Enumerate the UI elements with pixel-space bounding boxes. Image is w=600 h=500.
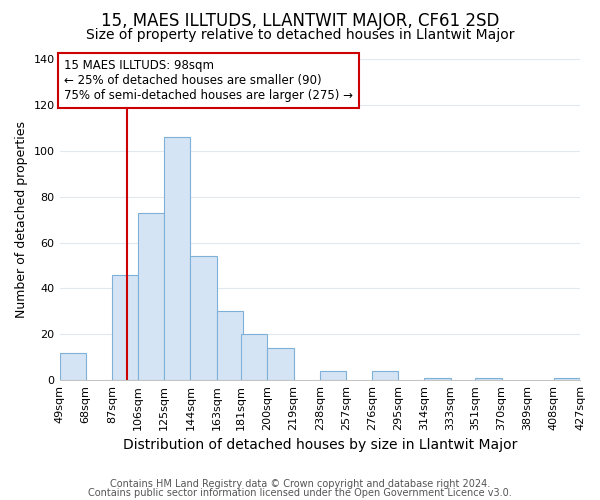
Bar (424, 378, 451, 380)
Bar (554, 378, 580, 380)
Bar (190, 256, 217, 380)
Bar (217, 312, 242, 380)
Bar (59, 352, 86, 380)
Y-axis label: Number of detached properties: Number of detached properties (15, 121, 28, 318)
Bar (241, 334, 268, 380)
Text: Contains public sector information licensed under the Open Government Licence v3: Contains public sector information licen… (88, 488, 512, 498)
Bar (112, 274, 138, 380)
Bar (475, 378, 502, 380)
Bar (320, 371, 346, 380)
Bar (138, 212, 164, 380)
Text: Contains HM Land Registry data © Crown copyright and database right 2024.: Contains HM Land Registry data © Crown c… (110, 479, 490, 489)
Bar (372, 371, 398, 380)
X-axis label: Distribution of detached houses by size in Llantwit Major: Distribution of detached houses by size … (122, 438, 517, 452)
Text: 15, MAES ILLTUDS, LLANTWIT MAJOR, CF61 2SD: 15, MAES ILLTUDS, LLANTWIT MAJOR, CF61 2… (101, 12, 499, 30)
Bar (268, 348, 293, 380)
Text: 15 MAES ILLTUDS: 98sqm
← 25% of detached houses are smaller (90)
75% of semi-det: 15 MAES ILLTUDS: 98sqm ← 25% of detached… (64, 59, 353, 102)
Text: Size of property relative to detached houses in Llantwit Major: Size of property relative to detached ho… (86, 28, 514, 42)
Bar (164, 137, 190, 380)
